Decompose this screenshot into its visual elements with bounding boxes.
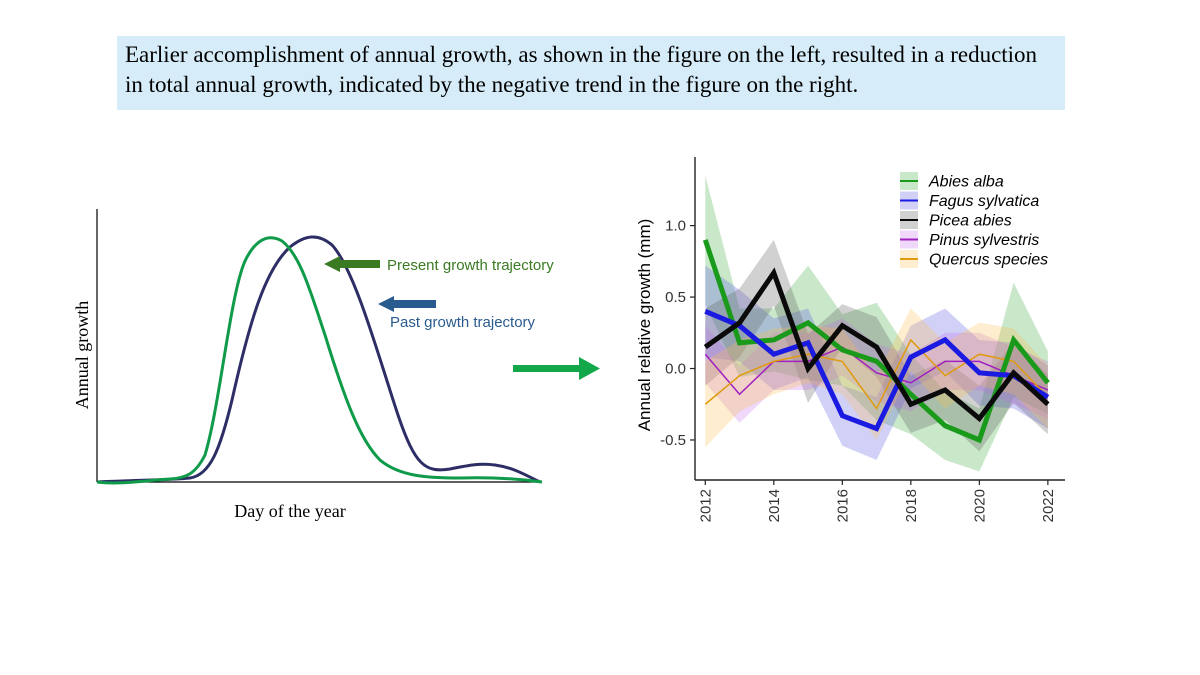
band-pinus-sylvestris	[705, 318, 1048, 423]
present-trajectory-label: Present growth trajectory	[387, 257, 554, 274]
schematic-xlabel: Day of the year	[234, 501, 345, 521]
past-trajectory-label: Past growth trajectory	[390, 314, 536, 331]
x-tick-label: 2016	[834, 489, 851, 522]
legend-label-fagus-sylvatica: Fagus sylvatica	[929, 193, 1039, 210]
chart-legend: Abies alba Fagus sylvatica Picea abies Pinu…	[900, 172, 1048, 269]
chart-ylabel: Annual relative growth (mm)	[635, 219, 654, 432]
transition-arrow-icon	[513, 357, 600, 380]
x-ticks: 2012 2014 2016 2018 2020 2022	[697, 480, 1057, 522]
caption-box: Earlier accomplishment of annual growth,…	[117, 36, 1065, 110]
y-tick-label: 0.5	[665, 289, 686, 306]
y-ticks: -0.5 0.0 0.5 1.0	[660, 218, 695, 449]
x-tick-label: 2022	[1040, 489, 1057, 522]
legend-label-pinus-sylvestris: Pinus sylvestris	[929, 232, 1039, 249]
legend-label-quercus-species: Quercus species	[929, 252, 1048, 269]
band-abies-alba	[705, 175, 1048, 472]
x-tick-label: 2012	[697, 489, 714, 522]
present-growth-curve	[96, 236, 543, 485]
transition-arrow-head	[579, 357, 600, 380]
present-arrow-head	[324, 256, 340, 272]
x-tick-label: 2020	[971, 489, 988, 522]
past-arrow-head	[378, 296, 394, 312]
y-tick-label: 0.0	[665, 361, 686, 378]
series-lines	[702, 239, 1050, 444]
transition-arrow-shaft	[513, 365, 583, 372]
growth-schematic: Present growth trajectory Past growth tr…	[72, 209, 554, 521]
x-tick-label: 2018	[903, 489, 920, 522]
x-tick-label: 2014	[766, 489, 783, 522]
y-tick-label: -0.5	[660, 432, 686, 449]
present-arrow-shaft	[338, 260, 380, 268]
legend-label-picea-abies: Picea abies	[929, 213, 1012, 230]
band-quercus-species	[705, 308, 1048, 448]
schematic-ylabel: Annual growth	[72, 301, 92, 409]
growth-chart: -0.5 0.0 0.5 1.0 2012 2014 2016 2018 2020 2022 A…	[635, 157, 1065, 522]
y-tick-label: 1.0	[665, 218, 686, 235]
legend-label-abies-alba: Abies alba	[928, 174, 1004, 191]
past-arrow-shaft	[394, 300, 436, 308]
caption-text: Earlier accomplishment of annual growth,…	[125, 42, 1038, 97]
past-growth-curve	[96, 235, 541, 484]
